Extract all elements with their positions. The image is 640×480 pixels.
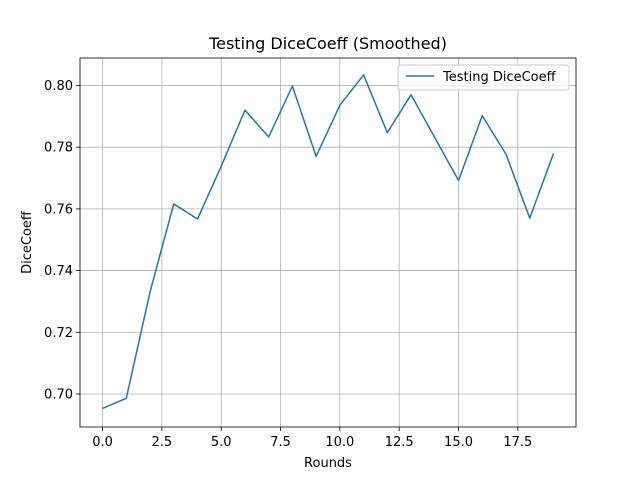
x-tick-label: 0.0: [92, 435, 113, 450]
y-tick-label: 0.72: [44, 326, 73, 341]
plot-frame: [79, 57, 577, 428]
x-tick-label: 15.0: [444, 435, 473, 450]
x-tick-label: 17.5: [503, 435, 532, 450]
x-tick-label: 7.5: [270, 435, 291, 450]
y-tick-label: 0.76: [44, 202, 73, 217]
legend: Testing DiceCoeff: [397, 64, 570, 91]
x-tick-label: 2.5: [152, 435, 173, 450]
y-axis-ticks: 0.70 0.72 0.74 0.76 0.78 0.80: [44, 79, 80, 402]
y-tick-label: 0.78: [44, 141, 73, 156]
x-tick-label: 10.0: [325, 435, 354, 450]
x-tick-label: 12.5: [385, 435, 414, 450]
y-tick-label: 0.70: [44, 387, 73, 402]
grid-lines: [80, 58, 576, 427]
series-lines: [102, 74, 555, 410]
y-tick-label: 0.80: [44, 79, 73, 94]
x-axis-ticks: 0.0 2.5 5.0 7.5 10.0 12.5 15.0 17.5: [92, 427, 532, 450]
series-line: [102, 74, 555, 410]
x-tick-label: 5.0: [211, 435, 232, 450]
y-tick-label: 0.74: [44, 264, 73, 279]
x-axis-label: Rounds: [304, 456, 352, 471]
legend-box: [397, 64, 570, 91]
y-axis-label: DiceCoeff: [20, 210, 35, 274]
chart-title: Testing DiceCoeff (Smoothed): [208, 34, 447, 53]
legend-label: Testing DiceCoeff: [442, 70, 557, 85]
